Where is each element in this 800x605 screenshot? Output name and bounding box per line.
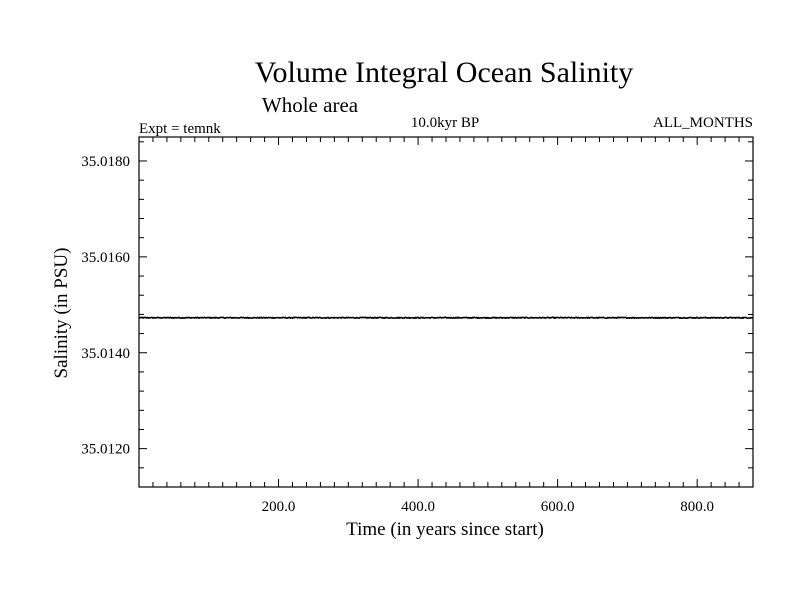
y-tick-label: 35.0160 <box>81 250 130 266</box>
y-axis-label: Salinity (in PSU) <box>51 248 72 379</box>
x-tick-label: 200.0 <box>262 499 296 515</box>
series-line <box>138 316 754 320</box>
axes: 200.0 400.0 600.0 800.0 35.0120 35.0140 35.016… <box>81 136 754 515</box>
y-tick-label: 35.0140 <box>81 346 130 362</box>
experiment-label: Expt = temnk <box>139 121 221 137</box>
chart-subtitle: Whole area <box>262 93 359 117</box>
x-tick-label: 800.0 <box>680 499 714 515</box>
chart-title: Volume Integral Ocean Salinity <box>255 56 634 89</box>
period-label: 10.0kyr BP <box>411 115 479 131</box>
months-label: ALL_MONTHS <box>653 115 753 131</box>
x-tick-label: 600.0 <box>541 499 575 515</box>
plot-frame <box>138 136 754 488</box>
x-tick-label: 400.0 <box>401 499 435 515</box>
y-tick-label: 35.0120 <box>81 442 130 458</box>
x-axis-label: Time (in years since start) <box>346 519 544 540</box>
series-layer <box>138 316 754 320</box>
y-tick-label: 35.0180 <box>81 154 130 170</box>
